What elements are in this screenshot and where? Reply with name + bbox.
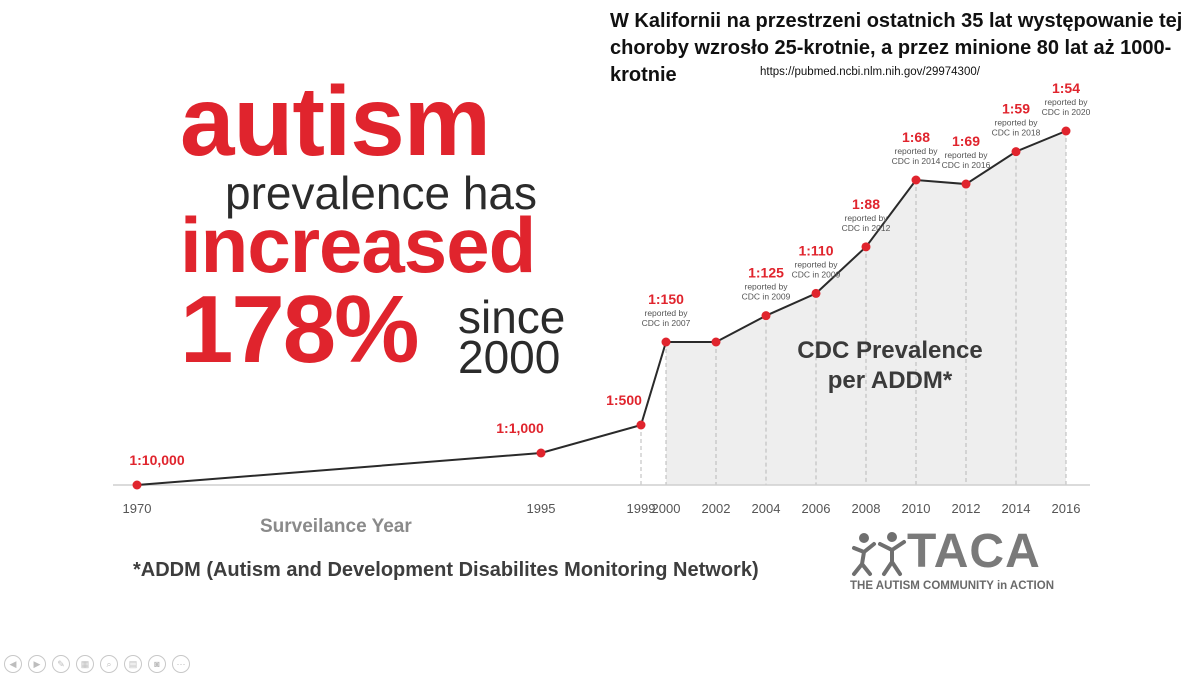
point-label: 1:150	[648, 291, 684, 307]
point-note: CDC in 2018	[992, 128, 1041, 138]
point-note: reported by	[995, 118, 1039, 128]
data-point-2002	[711, 337, 721, 347]
point-note: CDC in 2014	[892, 156, 941, 166]
point-label: 1:125	[748, 265, 784, 281]
people-icon	[852, 532, 906, 576]
point-note: reported by	[645, 308, 689, 318]
x-tick-label: 1995	[527, 501, 556, 516]
x-tick-label: 1970	[123, 501, 152, 516]
region-label-line2: per ADDM*	[827, 367, 953, 394]
point-label: 1:110	[798, 242, 833, 258]
headline-year: 2000	[458, 331, 561, 383]
data-point-1995	[536, 448, 546, 458]
point-label: 1:10,000	[129, 452, 184, 468]
point-note: CDC in 2020	[1042, 107, 1091, 117]
point-note: CDC in 2009	[742, 292, 791, 302]
point-note: CDC in 2016	[942, 160, 991, 170]
headline-autism: autism	[180, 66, 491, 176]
data-point-2016	[1061, 126, 1071, 136]
data-point-2000	[661, 337, 671, 347]
region-label-line1: CDC Prevalence	[797, 337, 983, 364]
slides-icon[interactable]: ▦	[76, 655, 94, 673]
x-tick-label: 2000	[652, 501, 681, 516]
data-point-2014	[1011, 147, 1021, 157]
x-tick-label: 2002	[702, 501, 731, 516]
x-tick-label: 2012	[952, 501, 981, 516]
brand-tagline: THE AUTISM COMMUNITY in ACTION	[850, 580, 1055, 592]
next-icon[interactable]: ▶	[28, 655, 46, 673]
x-tick-label: 2004	[752, 501, 781, 516]
region-label: CDC Prevalence per ADDM*	[760, 336, 1020, 396]
x-tick-label: 2016	[1052, 501, 1081, 516]
data-point-1970	[132, 480, 142, 490]
more-icon[interactable]: ⋯	[172, 655, 190, 673]
point-note: reported by	[745, 282, 789, 292]
x-tick-label: 2008	[852, 501, 881, 516]
headline-prevalence-has: prevalence has	[225, 167, 537, 219]
headline-percent: 178%	[180, 276, 420, 383]
x-tick-label: 1999	[627, 501, 656, 516]
x-tick-label: 2010	[902, 501, 931, 516]
x-tick-label: 2006	[802, 501, 831, 516]
point-note: reported by	[1045, 97, 1089, 107]
point-note: reported by	[845, 213, 889, 223]
point-note: reported by	[795, 259, 839, 269]
series-line	[136, 130, 1067, 486]
source-url: https://pubmed.ncbi.nlm.nih.gov/29974300…	[760, 66, 980, 78]
data-point-2010	[911, 175, 921, 185]
point-note: CDC in 2012	[842, 223, 891, 233]
subtitles-icon[interactable]: ▤	[124, 655, 142, 673]
previous-icon[interactable]: ◀	[4, 655, 22, 673]
data-point-2006	[811, 288, 821, 298]
headline-increased: increased	[180, 201, 536, 289]
point-note: CDC in 2009	[792, 269, 841, 279]
data-point-2004	[761, 311, 771, 321]
headline-since: since	[458, 291, 566, 343]
point-note: reported by	[895, 146, 939, 156]
slide-title: W Kalifornii na przestrzeni ostatnich 35…	[610, 10, 1183, 86]
slideshow-toolbar: ◀ ▶ ✎ ▦ ⌕ ▤ ◙ ⋯	[4, 655, 190, 673]
point-note: reported by	[945, 150, 989, 160]
x-axis-title: Surveilance Year	[260, 516, 412, 537]
x-tick-label: 2014	[1002, 501, 1031, 516]
point-label: 1:54	[1052, 80, 1080, 96]
point-label: 1:69	[952, 133, 980, 149]
pen-icon[interactable]: ✎	[52, 655, 70, 673]
brand-name: TACA	[907, 525, 1041, 578]
camera-icon[interactable]: ◙	[148, 655, 166, 673]
data-point-2012	[961, 179, 971, 189]
point-label: 1:88	[852, 196, 880, 212]
data-point-1999	[636, 420, 646, 430]
point-label: 1:68	[902, 129, 930, 145]
zoom-icon[interactable]: ⌕	[100, 655, 118, 673]
point-label: 1:1,000	[496, 420, 544, 436]
point-label: 1:500	[606, 392, 642, 408]
point-label: 1:59	[1002, 101, 1030, 117]
point-note: CDC in 2007	[642, 318, 691, 328]
data-point-2008	[861, 242, 871, 252]
footnote: *ADDM (Autism and Development Disabilite…	[133, 559, 759, 581]
